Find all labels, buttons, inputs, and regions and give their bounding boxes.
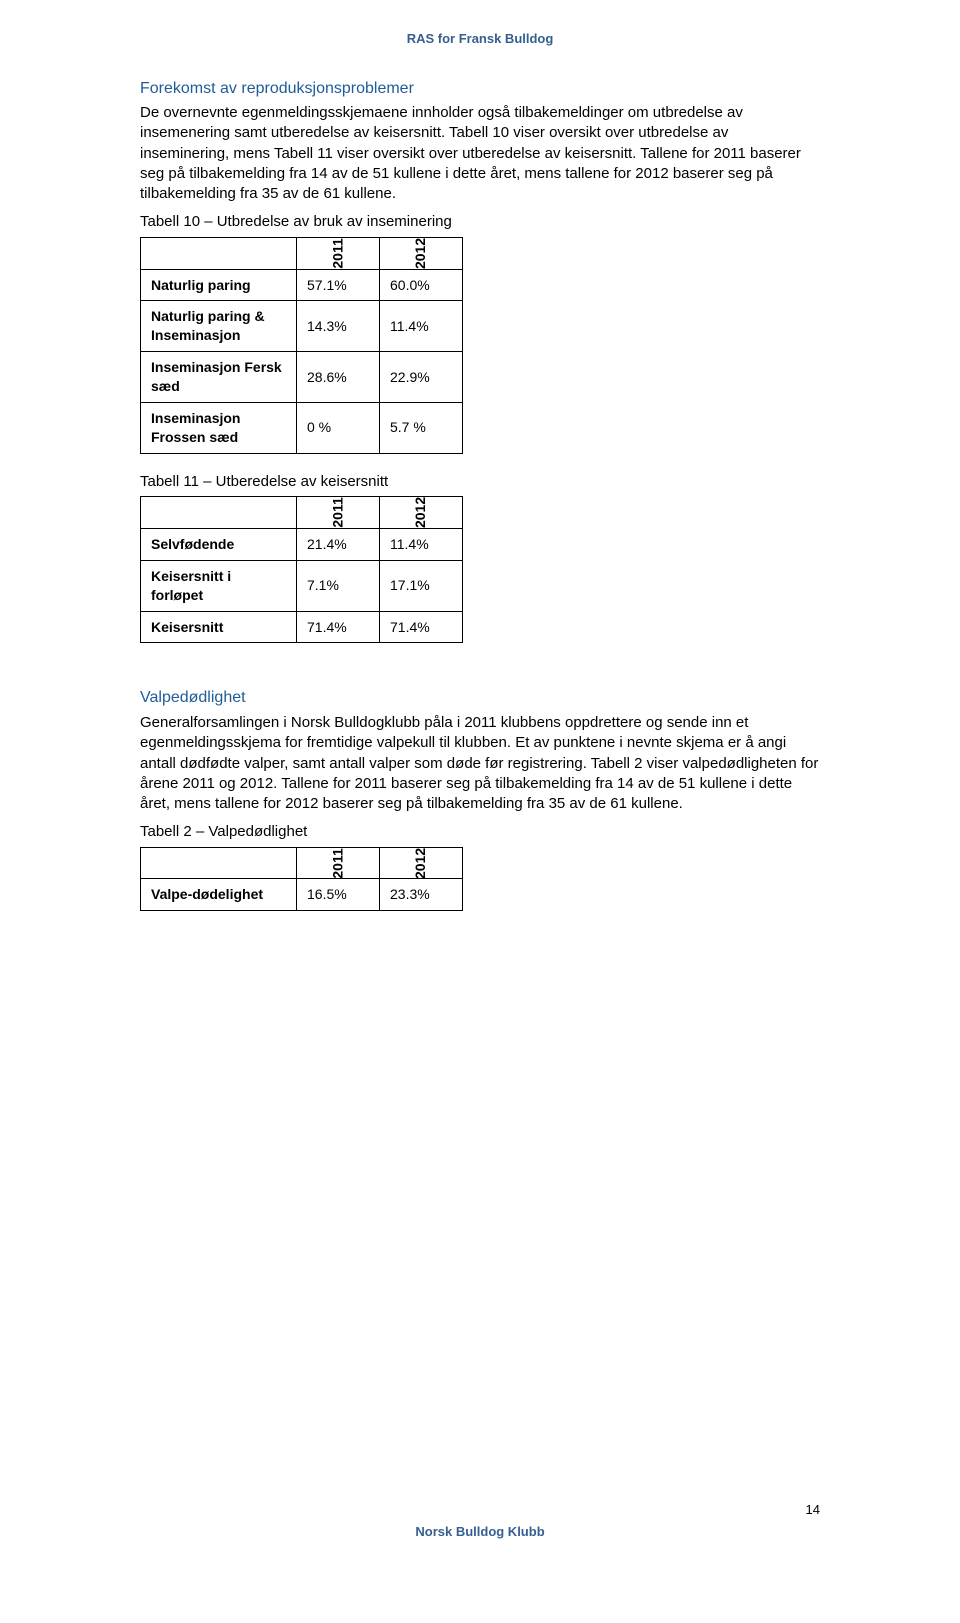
table-row: Valpe-dødelighet 16.5% 23.3%: [141, 879, 463, 911]
cell: 17.1%: [380, 560, 463, 611]
top-header: RAS for Fransk Bulldog: [140, 30, 820, 48]
year-header-2011: 2011: [297, 847, 380, 879]
row-label: Keisersnitt i forløpet: [141, 560, 297, 611]
page: RAS for Fransk Bulldog Forekomst av repr…: [70, 0, 890, 1563]
section1-heading: Forekomst av reproduksjonsproblemer: [140, 78, 820, 100]
row-label: Selvfødende: [141, 528, 297, 560]
cell: 0 %: [297, 402, 380, 453]
cell: 22.9%: [380, 352, 463, 403]
table-header-row: 2011 2012: [141, 237, 463, 269]
table-row: Naturlig paring & Inseminasjon 14.3% 11.…: [141, 301, 463, 352]
year-header-2012: 2012: [380, 237, 463, 269]
empty-header: [141, 847, 297, 879]
row-label: Naturlig paring & Inseminasjon: [141, 301, 297, 352]
year-header-2011: 2011: [297, 497, 380, 529]
spacer: [140, 661, 820, 679]
cell: 16.5%: [297, 879, 380, 911]
row-label: Inseminasjon Frossen sæd: [141, 402, 297, 453]
table10: 2011 2012 Naturlig paring 57.1% 60.0% Na…: [140, 237, 463, 454]
cell: 5.7 %: [380, 402, 463, 453]
table-row: Keisersnitt i forløpet 7.1% 17.1%: [141, 560, 463, 611]
cell: 28.6%: [297, 352, 380, 403]
empty-header: [141, 497, 297, 529]
year-header-2011: 2011: [297, 237, 380, 269]
cell: 14.3%: [297, 301, 380, 352]
table2: 2011 2012 Valpe-dødelighet 16.5% 23.3%: [140, 847, 463, 912]
table2-caption: Tabell 2 – Valpedødlighet: [140, 822, 820, 842]
cell: 21.4%: [297, 528, 380, 560]
table10-caption: Tabell 10 – Utbredelse av bruk av insemi…: [140, 212, 820, 232]
section2-heading: Valpedødlighet: [140, 687, 820, 709]
cell: 71.4%: [297, 611, 380, 643]
cell: 57.1%: [297, 269, 380, 301]
table11: 2011 2012 Selvfødende 21.4% 11.4% Keiser…: [140, 496, 463, 643]
table-row: Keisersnitt 71.4% 71.4%: [141, 611, 463, 643]
row-label: Inseminasjon Fersk sæd: [141, 352, 297, 403]
table-row: Naturlig paring 57.1% 60.0%: [141, 269, 463, 301]
table-header-row: 2011 2012: [141, 497, 463, 529]
page-number: 14: [806, 1501, 820, 1519]
cell: 11.4%: [380, 528, 463, 560]
table-row: Inseminasjon Fersk sæd 28.6% 22.9%: [141, 352, 463, 403]
row-label: Keisersnitt: [141, 611, 297, 643]
year-header-2012: 2012: [380, 847, 463, 879]
table-row: Inseminasjon Frossen sæd 0 % 5.7 %: [141, 402, 463, 453]
section2-paragraph: Generalforsamlingen i Norsk Bulldogklubb…: [140, 713, 820, 814]
cell: 23.3%: [380, 879, 463, 911]
cell: 71.4%: [380, 611, 463, 643]
table11-caption: Tabell 11 – Utberedelse av keisersnitt: [140, 472, 820, 492]
row-label: Naturlig paring: [141, 269, 297, 301]
table-row: Selvfødende 21.4% 11.4%: [141, 528, 463, 560]
year-header-2012: 2012: [380, 497, 463, 529]
empty-header: [141, 237, 297, 269]
section1-paragraph: De overnevnte egenmeldingsskjemaene innh…: [140, 103, 820, 204]
cell: 60.0%: [380, 269, 463, 301]
cell: 11.4%: [380, 301, 463, 352]
cell: 7.1%: [297, 560, 380, 611]
table-header-row: 2011 2012: [141, 847, 463, 879]
footer: Norsk Bulldog Klubb: [70, 1523, 890, 1541]
row-label: Valpe-dødelighet: [141, 879, 297, 911]
